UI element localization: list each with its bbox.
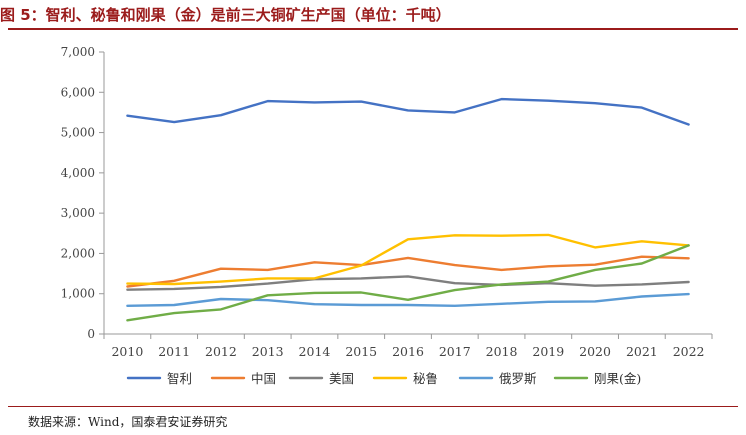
source-divider (8, 406, 738, 407)
series-line (126, 244, 690, 322)
title-bar (8, 0, 738, 30)
axes: 0 1,000 2,000 3,000 4,000 5,000 6,000 7,000 2010… (61, 45, 713, 359)
x-tick-label: 2016 (392, 344, 424, 359)
x-tick-label: 2020 (579, 344, 611, 359)
legend-item: 美国 (288, 371, 354, 386)
legend-item: 智利 (126, 371, 192, 386)
series-line (126, 255, 690, 288)
legend-label: 刚果(金) (594, 371, 641, 386)
source-note: 数据来源：Wind，国泰君安证券研究 (28, 415, 228, 429)
y-tick-label: 2,000 (61, 246, 95, 260)
legend-item: 俄罗斯 (458, 371, 537, 386)
x-tick-label: 2011 (158, 344, 190, 359)
y-tick-label: 6,000 (61, 85, 95, 99)
x-tick-label: 2018 (486, 344, 518, 359)
line-chart: 0 1,000 2,000 3,000 4,000 5,000 6,000 7,000 2010… (61, 45, 713, 386)
legend-item: 秘鲁 (372, 371, 438, 386)
x-tick-label: 2022 (673, 344, 705, 359)
y-tick-label: 0 (87, 327, 95, 341)
x-tick-label: 2015 (345, 344, 377, 359)
legend-item: 中国 (210, 371, 276, 386)
series-line (126, 233, 690, 286)
x-tick-label: 2013 (252, 344, 284, 359)
series-layer (126, 97, 690, 322)
series-line (126, 292, 690, 307)
x-tick-label: 2010 (111, 344, 143, 359)
legend-item: 刚果(金) (553, 371, 641, 386)
y-tick-label: 5,000 (61, 126, 95, 140)
y-tick-label: 3,000 (61, 206, 95, 220)
legend-label: 智利 (167, 371, 192, 386)
series-line (126, 97, 690, 126)
y-tick-label: 1,000 (61, 287, 95, 301)
legend-label: 俄罗斯 (499, 371, 537, 386)
legend-label: 秘鲁 (413, 371, 438, 386)
legend: 智利 中国 美国 秘鲁 俄罗斯 刚果(金) (126, 371, 641, 386)
y-tick-label: 7,000 (61, 45, 95, 59)
x-tick-label: 2017 (439, 344, 471, 359)
x-tick-label: 2012 (205, 344, 237, 359)
x-tick-label: 2021 (626, 344, 658, 359)
legend-label: 中国 (251, 371, 276, 386)
chart-title: 图 5：智利、秘鲁和刚果（金）是前三大铜矿生产国（单位：千吨） (0, 6, 451, 24)
legend-label: 美国 (329, 371, 354, 386)
y-tick-label: 4,000 (61, 166, 95, 180)
series-line (126, 275, 690, 291)
x-tick-label: 2019 (532, 344, 564, 359)
x-tick-label: 2014 (299, 344, 331, 359)
